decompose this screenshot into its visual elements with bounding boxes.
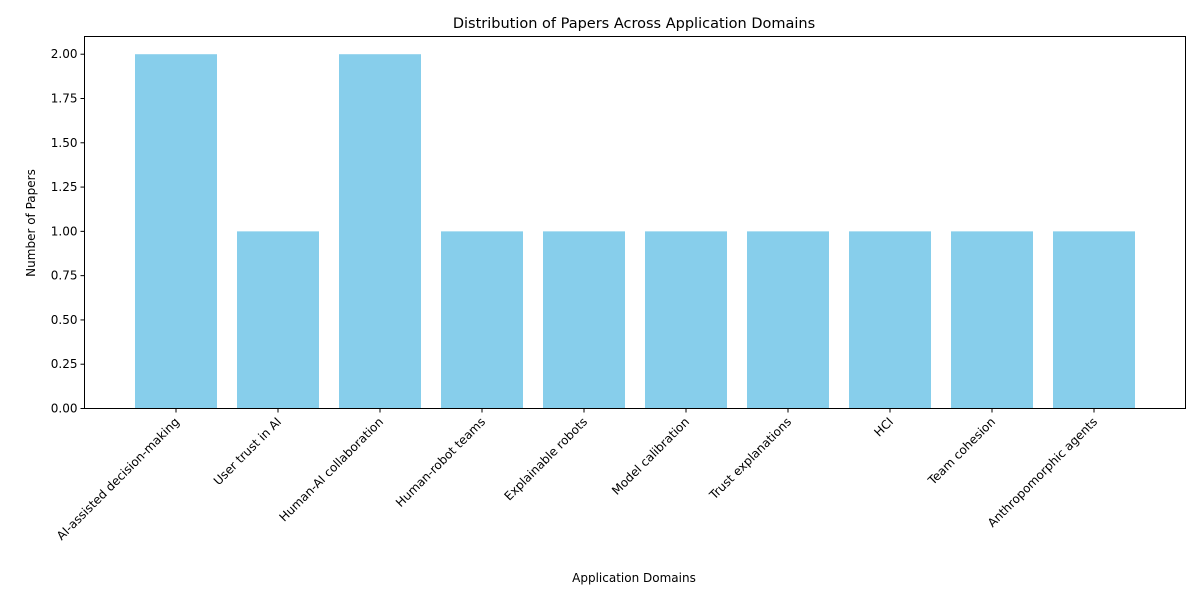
bar [237,231,319,409]
y-tick-label: 0.00 [51,402,78,416]
y-tick-label: 0.50 [51,313,78,327]
y-tick-label: 1.25 [51,180,78,194]
bar [339,54,421,409]
plot-frame [84,36,1186,409]
y-tick-label: 0.25 [51,357,78,371]
bar [849,231,931,409]
bar [645,231,727,409]
bar [1053,231,1135,409]
bars-group [135,54,1135,409]
y-axis: 0.00 0.25 0.50 0.75 1.00 1.25 1.50 1.75 2.00 [51,47,85,416]
bar [441,231,523,409]
y-tick-label: 1.00 [51,224,78,238]
bar [543,231,625,409]
y-tick-label: 0.75 [51,269,78,283]
chart-title: Distribution of Papers Across Applicatio… [453,16,815,32]
bar [135,54,217,409]
y-tick-label: 1.75 [51,92,78,106]
bar [747,231,829,409]
x-axis-label: Application Domains [572,571,696,585]
y-axis-label: Number of Papers [24,169,38,277]
bar [951,231,1033,409]
y-tick-label: 2.00 [51,47,78,61]
y-tick-label: 1.50 [51,136,78,150]
